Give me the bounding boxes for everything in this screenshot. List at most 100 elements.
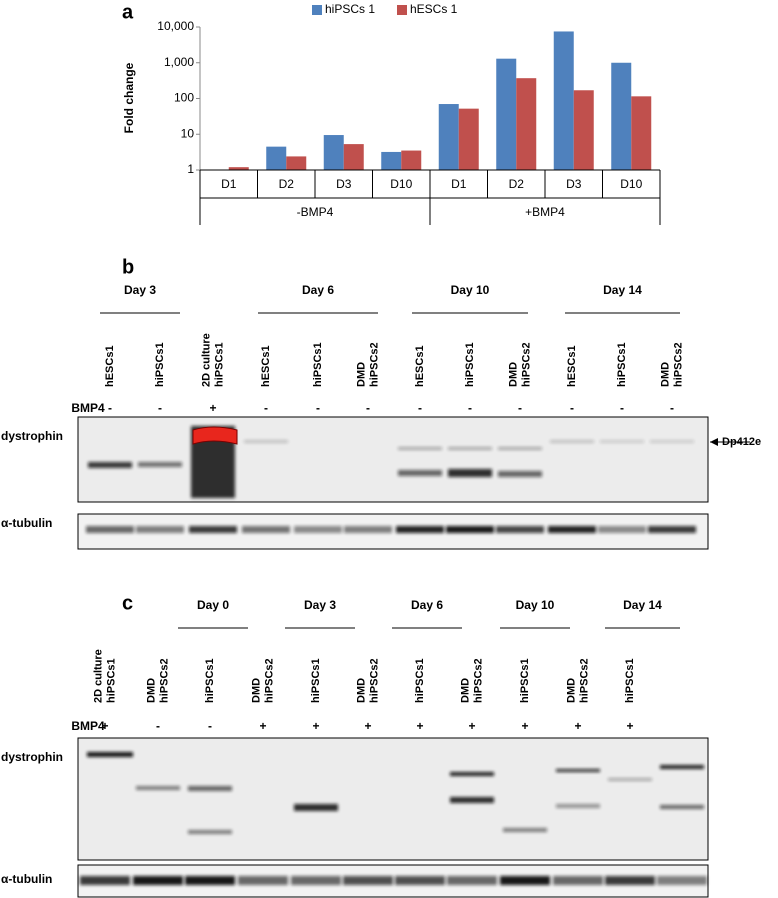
blot-band	[660, 765, 704, 769]
panel-label: c	[122, 592, 133, 614]
lane-label: DMD	[355, 362, 367, 387]
bar	[631, 96, 652, 170]
blot-band	[498, 447, 542, 450]
blot-band	[657, 876, 707, 885]
y-tick-label: 1,000	[164, 55, 194, 69]
panel-label: a	[122, 1, 134, 23]
blot-band	[556, 804, 600, 808]
x-tick-label: D10	[390, 177, 412, 191]
bmp4-sign: +	[521, 719, 528, 733]
blot-band	[138, 462, 182, 467]
lane-label: 2D culture	[200, 333, 212, 387]
blot-band	[396, 526, 444, 533]
blot-band	[344, 526, 392, 533]
bmp4-sign: +	[259, 719, 266, 733]
bar	[381, 151, 402, 170]
bar	[286, 156, 307, 170]
lane-label: hiPSCs1	[624, 658, 636, 703]
y-tick-label: 10	[181, 126, 195, 140]
day-label: Day 10	[451, 283, 490, 297]
row-label: dystrophin	[1, 429, 63, 443]
bmp4-sign: +	[364, 719, 371, 733]
lane-label: hiPSCs1	[414, 658, 426, 703]
lane-label: hiPSCs2	[672, 342, 684, 387]
blot-band	[136, 526, 184, 533]
blot-band	[395, 876, 445, 885]
bmp4-sign: -	[670, 401, 674, 415]
bmp4-sign: -	[366, 401, 370, 415]
bar	[343, 144, 364, 170]
lane-label: hiPSCs2	[263, 658, 275, 703]
bar	[553, 31, 574, 171]
bmp4-sign: +	[574, 719, 581, 733]
day-label: Day 3	[124, 283, 156, 297]
blot-band	[238, 876, 288, 885]
day-label: Day 14	[603, 283, 642, 297]
bar	[458, 108, 479, 170]
bar	[266, 146, 287, 170]
bar	[401, 150, 422, 170]
x-tick-label: D2	[509, 177, 525, 191]
bar	[323, 135, 344, 170]
bmp4-sign: +	[416, 719, 423, 733]
y-tick-label: 1	[187, 162, 194, 176]
lane-label: hESCs1	[260, 345, 272, 387]
lane-label: hiPSCs1	[213, 342, 225, 387]
blot-band	[188, 786, 232, 791]
lane-label: hESCs1	[566, 345, 578, 387]
bmp4-sign: -	[518, 401, 522, 415]
blot-band	[136, 786, 180, 790]
blot-band	[503, 828, 547, 832]
lane-label: hiPSCs1	[616, 342, 628, 387]
bmp4-sign: -	[158, 401, 162, 415]
y-tick-label: 10,000	[157, 19, 194, 33]
bar	[573, 90, 594, 170]
marker-arrowhead	[710, 438, 718, 446]
panel-label: b	[122, 256, 134, 278]
lane-label: hiPSCs1	[464, 342, 476, 387]
lane-label: DMD	[250, 678, 262, 703]
bmp4-sign: -	[468, 401, 472, 415]
day-label: Day 6	[411, 598, 443, 612]
bar	[228, 167, 249, 170]
bar	[438, 104, 459, 170]
x-tick-label: D1	[451, 177, 467, 191]
row-label: dystrophin	[1, 750, 63, 764]
day-label: Day 3	[304, 598, 336, 612]
blot-band	[648, 526, 696, 533]
legend-swatch	[312, 5, 322, 15]
blot-band	[294, 526, 342, 533]
lane-label: hiPSCs2	[472, 658, 484, 703]
bmp4-sign: -	[108, 401, 112, 415]
x-tick-label: D10	[620, 177, 642, 191]
bmp4-label: BMP4	[71, 719, 105, 733]
lane-label: 2D culture	[92, 649, 104, 703]
lane-label: hiPSCs1	[312, 342, 324, 387]
blot-band	[398, 447, 442, 450]
lane-label: hiPSCs2	[578, 658, 590, 703]
blot-band	[188, 830, 232, 834]
lane-label: hiPSCs1	[310, 658, 322, 703]
blot-band	[608, 778, 652, 781]
lane-label: hiPSCs2	[368, 658, 380, 703]
bar	[611, 62, 632, 170]
lane-label: hiPSCs2	[520, 342, 532, 387]
day-label: Day 10	[516, 598, 555, 612]
bmp4-sign: +	[312, 719, 319, 733]
blot-band	[556, 769, 600, 772]
x-tick-label: D3	[336, 177, 352, 191]
lane-label: hESCs1	[414, 345, 426, 387]
blot-band	[242, 526, 290, 533]
bmp4-label: BMP4	[71, 401, 105, 415]
overexposure-mark	[192, 426, 238, 445]
bmp4-sign: +	[626, 719, 633, 733]
lane-label: hiPSCs1	[204, 658, 216, 703]
blot-band	[87, 752, 133, 757]
group-label: -BMP4	[297, 205, 334, 219]
lane-label: hESCs1	[104, 345, 116, 387]
legend-swatch	[397, 5, 407, 15]
blot-band	[600, 440, 644, 443]
blot-band	[244, 440, 288, 443]
blot-band	[80, 876, 130, 885]
blot-band	[86, 526, 134, 533]
